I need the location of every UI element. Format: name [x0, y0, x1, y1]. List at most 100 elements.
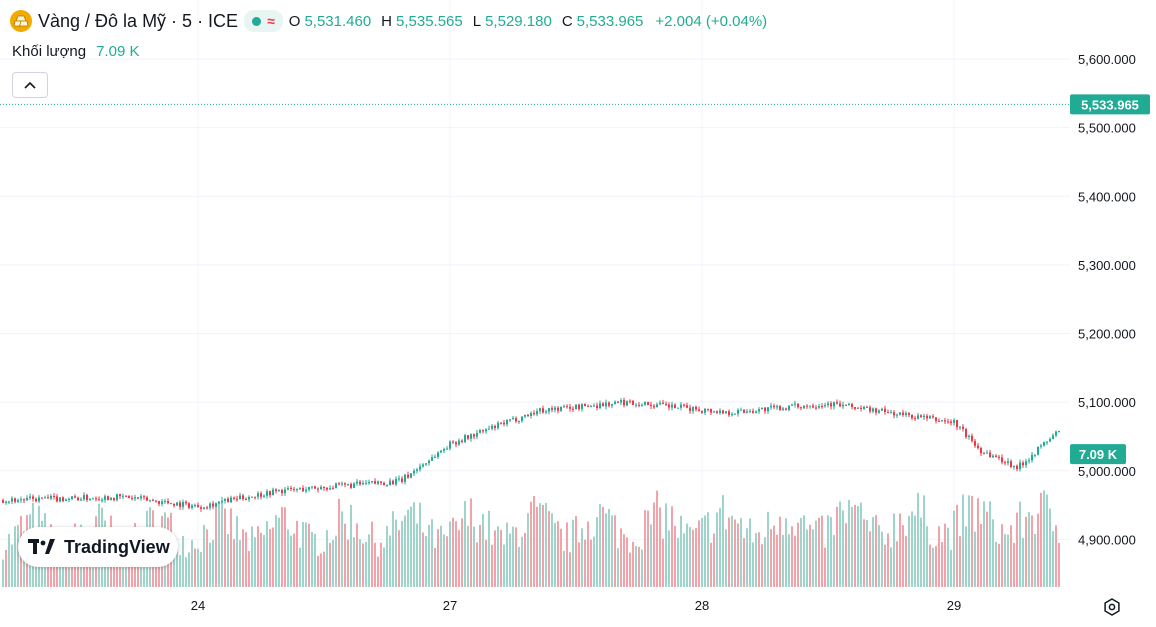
candle-body: [665, 403, 667, 405]
settings-icon[interactable]: [1102, 597, 1122, 617]
candle-body: [734, 413, 736, 415]
volume-bar: [284, 507, 286, 587]
candle-body: [371, 481, 373, 483]
tradingview-logo[interactable]: TradingView: [18, 527, 178, 567]
candle-body: [818, 406, 820, 408]
candle-body: [473, 434, 475, 437]
volume-bar: [788, 534, 790, 587]
volume-bar: [587, 521, 589, 587]
volume-bar: [353, 537, 355, 587]
volume-bar: [446, 536, 448, 587]
candle-body: [1034, 454, 1036, 456]
candle-body: [677, 407, 679, 409]
candle-body: [836, 402, 838, 404]
volume-bar: [230, 508, 232, 587]
volume-bar: [707, 512, 709, 587]
candle-body: [650, 404, 652, 406]
volume-bar: [341, 511, 343, 587]
candle-body: [752, 411, 754, 413]
volume-bar: [365, 542, 367, 587]
volume-bar: [512, 526, 514, 587]
volume-bar: [674, 525, 676, 587]
candle-body: [329, 488, 331, 490]
volume-bar: [644, 510, 646, 587]
volume-bar: [128, 556, 130, 587]
candle-body: [806, 405, 808, 407]
candle-body: [149, 499, 151, 501]
candle-body: [491, 425, 493, 429]
volume-bar: [566, 522, 568, 587]
candle-body: [41, 497, 43, 499]
volume-bar: [662, 538, 664, 587]
candle-body: [812, 405, 814, 408]
candle-body: [944, 420, 946, 422]
candle-body: [854, 407, 856, 409]
symbol-title[interactable]: Vàng / Đô la Mỹ · 5 · ICE: [38, 10, 239, 31]
time-axis[interactable]: 24 27 28 29: [0, 590, 1070, 622]
candle-body: [737, 409, 739, 414]
volume-bar: [584, 539, 586, 587]
volume-bar: [506, 522, 508, 587]
candle-body: [620, 400, 622, 403]
candle-body: [413, 470, 415, 474]
price-axis[interactable]: 5,600.000 5,500.000 5,400.000 5,300.000 5,20…: [1070, 0, 1156, 590]
candle-body: [647, 402, 649, 405]
volume-bar: [671, 506, 673, 587]
candle-body: [461, 440, 463, 442]
volume-bar: [866, 520, 868, 587]
candle-body: [275, 489, 277, 492]
candle-body: [548, 408, 550, 412]
volume-bar: [755, 533, 757, 587]
candle-body: [713, 411, 715, 413]
candle-body: [74, 496, 76, 498]
candle-body: [776, 406, 778, 408]
candle-body: [980, 448, 982, 454]
volume-bar: [938, 526, 940, 587]
volume-bar: [740, 518, 742, 587]
candle-body: [503, 422, 505, 425]
candle-body: [416, 469, 418, 471]
volume-bar: [413, 502, 415, 587]
candle-body: [182, 502, 184, 507]
candle-body: [668, 404, 670, 408]
volume-bar: [950, 549, 952, 587]
candle-body: [236, 498, 238, 500]
volume-bar: [182, 535, 184, 587]
volume-bar: [1046, 494, 1048, 587]
volume-bar: [962, 494, 964, 587]
volume-bar: [332, 539, 334, 587]
chart-area[interactable]: [0, 0, 1070, 590]
candle-body: [800, 407, 802, 409]
volume-legend[interactable]: Khối lượng 7.09 K: [12, 43, 139, 60]
candle-body: [545, 411, 547, 413]
volume-bar: [275, 515, 277, 587]
volume-bar: [371, 521, 373, 587]
volume-bar: [395, 519, 397, 587]
candle-body: [506, 419, 508, 425]
volume-bar: [545, 502, 547, 587]
price-plot[interactable]: [0, 0, 1070, 590]
candle-body: [968, 435, 970, 437]
candle-body: [467, 435, 469, 439]
candle-body: [578, 404, 580, 409]
volume-bar: [752, 542, 754, 587]
collapse-legend-button[interactable]: [12, 72, 48, 98]
volume-bar: [956, 504, 958, 587]
candle-body: [542, 408, 544, 413]
candle-body: [80, 499, 82, 501]
volume-bar: [689, 527, 691, 587]
market-status-pill[interactable]: ≈: [244, 10, 283, 32]
candle-body: [155, 500, 157, 502]
candle-body: [38, 497, 40, 502]
volume-bar: [302, 521, 304, 587]
candle-body: [743, 409, 745, 413]
candle-body: [86, 495, 88, 500]
candle-body: [848, 403, 850, 406]
candle-body: [260, 493, 262, 497]
volume-bar: [842, 510, 844, 587]
volume-bar: [179, 555, 181, 587]
volume-label: Khối lượng: [12, 43, 87, 60]
volume-bar: [296, 520, 298, 587]
volume-bar: [785, 518, 787, 587]
volume-bar: [914, 515, 916, 587]
